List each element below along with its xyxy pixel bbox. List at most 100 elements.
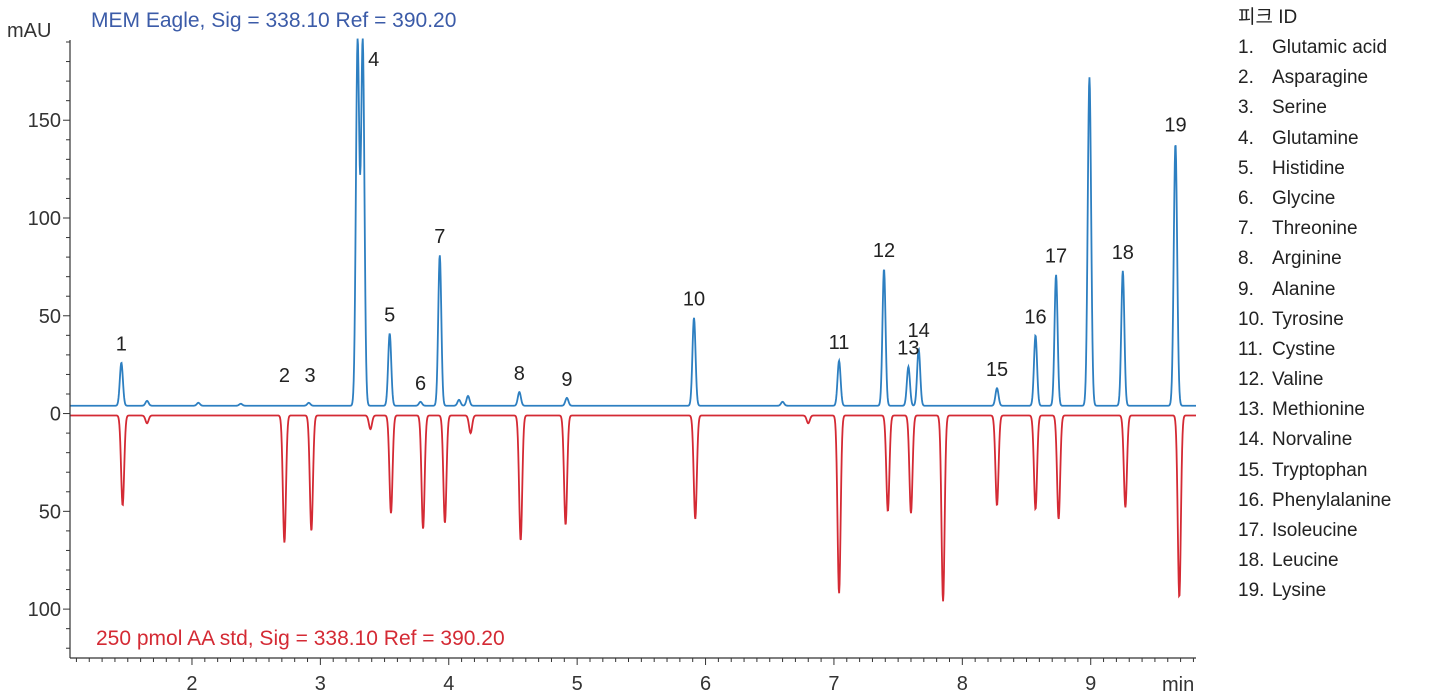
legend-item-number: 6. <box>1238 187 1254 209</box>
y-tick-label: 100 <box>28 208 61 230</box>
legend-item-name: Alanine <box>1272 278 1336 300</box>
x-tick-label: 4 <box>443 673 454 695</box>
peak-label-6: 6 <box>415 373 426 395</box>
legend-item-number: 1. <box>1238 37 1254 58</box>
x-tick-label: 7 <box>828 673 839 695</box>
legend-item: 15. Tryptophan <box>1238 456 1434 486</box>
peak-label-5: 5 <box>384 304 395 326</box>
legend-item-name: Isoleucine <box>1272 520 1358 541</box>
legend-item-name: Tyrosine <box>1272 308 1344 330</box>
legend-item-name: Serine <box>1272 97 1327 119</box>
legend-item-number: 12. <box>1238 369 1265 391</box>
series-line-1 <box>70 38 1196 407</box>
legend-item-number: 9. <box>1238 278 1254 300</box>
legend-item-number: 2. <box>1238 67 1254 89</box>
legend-item-name: Glycine <box>1272 187 1336 209</box>
peak-label-13: 13 <box>897 338 919 360</box>
legend-item-name: Valine <box>1272 369 1324 391</box>
legend-item: 4. Glutamine <box>1238 124 1434 154</box>
x-tick-label: 9 <box>1085 673 1096 695</box>
x-tick-label: 2 <box>186 673 197 695</box>
legend-item-number: 11. <box>1238 338 1264 360</box>
legend-item-number: 17. <box>1238 520 1265 541</box>
y-unit-label: mAU <box>7 20 51 42</box>
peak-label-19: 19 <box>1164 115 1186 137</box>
legend-item-number: 13. <box>1238 399 1265 421</box>
legend-item-name: Tryptophan <box>1272 459 1368 481</box>
legend-list: 1. Glutamic acid 2. Asparagine 3. Serine 4. Glu… <box>1238 33 1434 607</box>
legend-item-number: 19. <box>1238 580 1265 602</box>
legend-item: 1. Glutamic acid <box>1238 33 1434 63</box>
legend-item: 19. Lysine <box>1238 576 1434 606</box>
peak-label-2: 2 <box>279 365 290 387</box>
peak-label-7: 7 <box>434 226 445 248</box>
legend-item: 9. Alanine <box>1238 275 1434 305</box>
peak-label-1: 1 <box>116 334 127 356</box>
legend-item-number: 10. <box>1238 308 1265 330</box>
legend-item: 5. Histidine <box>1238 154 1434 184</box>
x-tick-label: 8 <box>957 673 968 695</box>
legend-item-name: Threonine <box>1272 218 1358 240</box>
legend-item-name: Lysine <box>1272 580 1327 602</box>
legend-item-name: Cystine <box>1272 338 1336 360</box>
x-unit-label: min <box>1162 674 1194 696</box>
legend-item-name: Histidine <box>1272 157 1345 179</box>
legend-item-name: Glutamic acid <box>1272 37 1388 58</box>
legend-item: 10. Tyrosine <box>1238 305 1434 335</box>
y-tick-label: 0 <box>50 404 61 426</box>
legend-item: 18. Leucine <box>1238 546 1434 576</box>
legend-item-number: 5. <box>1238 157 1254 179</box>
legend-item: 2. Asparagine <box>1238 63 1434 93</box>
peak-label-12: 12 <box>873 240 895 262</box>
peak-label-4: 4 <box>368 49 379 71</box>
x-tick-label: 5 <box>572 673 583 695</box>
legend-item-number: 15. <box>1238 459 1265 481</box>
legend-item: 14. Norvaline <box>1238 425 1434 455</box>
legend-item-number: 3. <box>1238 97 1254 119</box>
legend-item-number: 18. <box>1238 550 1265 572</box>
y-tick-label: 150 <box>28 110 61 132</box>
peak-label-11: 11 <box>829 332 850 354</box>
legend-item-number: 4. <box>1238 127 1254 149</box>
legend-item: 16. Phenylalanine <box>1238 486 1434 516</box>
peak-label-14: 14 <box>908 320 930 342</box>
series-title-aa-std: 250 pmol AA std, Sig = 338.10 Ref = 390.… <box>96 627 505 650</box>
legend-item: 17. Isoleucine <box>1238 516 1434 546</box>
legend-item: 13. Methionine <box>1238 395 1434 425</box>
peak-label-18: 18 <box>1112 242 1134 264</box>
series-line-2 <box>70 414 1196 602</box>
traces-layer <box>70 38 1196 602</box>
legend-item: 8. Arginine <box>1238 244 1434 274</box>
x-tick-label: 6 <box>700 673 711 695</box>
legend-item-number: 7. <box>1238 218 1254 240</box>
legend-item-name: Asparagine <box>1272 67 1369 89</box>
peak-label-9: 9 <box>561 369 572 391</box>
legend-item-name: Arginine <box>1272 248 1342 270</box>
x-tick-label: 3 <box>315 673 326 695</box>
legend-title: 피크 ID <box>1238 7 1298 28</box>
peak-label-17: 17 <box>1045 246 1067 268</box>
legend-item-number: 14. <box>1238 429 1265 451</box>
legend-item-number: 8. <box>1238 248 1254 270</box>
legend-item-name: Leucine <box>1272 550 1339 572</box>
legend-item-name: Glutamine <box>1272 127 1359 149</box>
y-tick-label: 50 <box>39 501 61 523</box>
peak-label-3: 3 <box>305 365 316 387</box>
legend-item-name: Methionine <box>1272 399 1365 421</box>
peak-id-legend: 피크 ID 1. Glutamic acid 2. Asparagine 3. Serin… <box>1238 3 1434 607</box>
legend-item: 11. Cystine <box>1238 335 1434 365</box>
legend-item: 7. Threonine <box>1238 214 1434 244</box>
peak-label-15: 15 <box>986 359 1008 381</box>
legend-item: 12. Valine <box>1238 365 1434 395</box>
y-tick-label: 100 <box>28 599 61 621</box>
legend-item: 6. Glycine <box>1238 184 1434 214</box>
legend-item-name: Phenylalanine <box>1272 489 1392 511</box>
legend-item: 3. Serine <box>1238 93 1434 123</box>
peak-label-10: 10 <box>683 289 705 311</box>
legend-item-number: 16. <box>1238 489 1265 511</box>
peak-label-16: 16 <box>1024 306 1046 328</box>
series-title-mem-eagle: MEM Eagle, Sig = 338.10 Ref = 390.20 <box>91 9 456 32</box>
